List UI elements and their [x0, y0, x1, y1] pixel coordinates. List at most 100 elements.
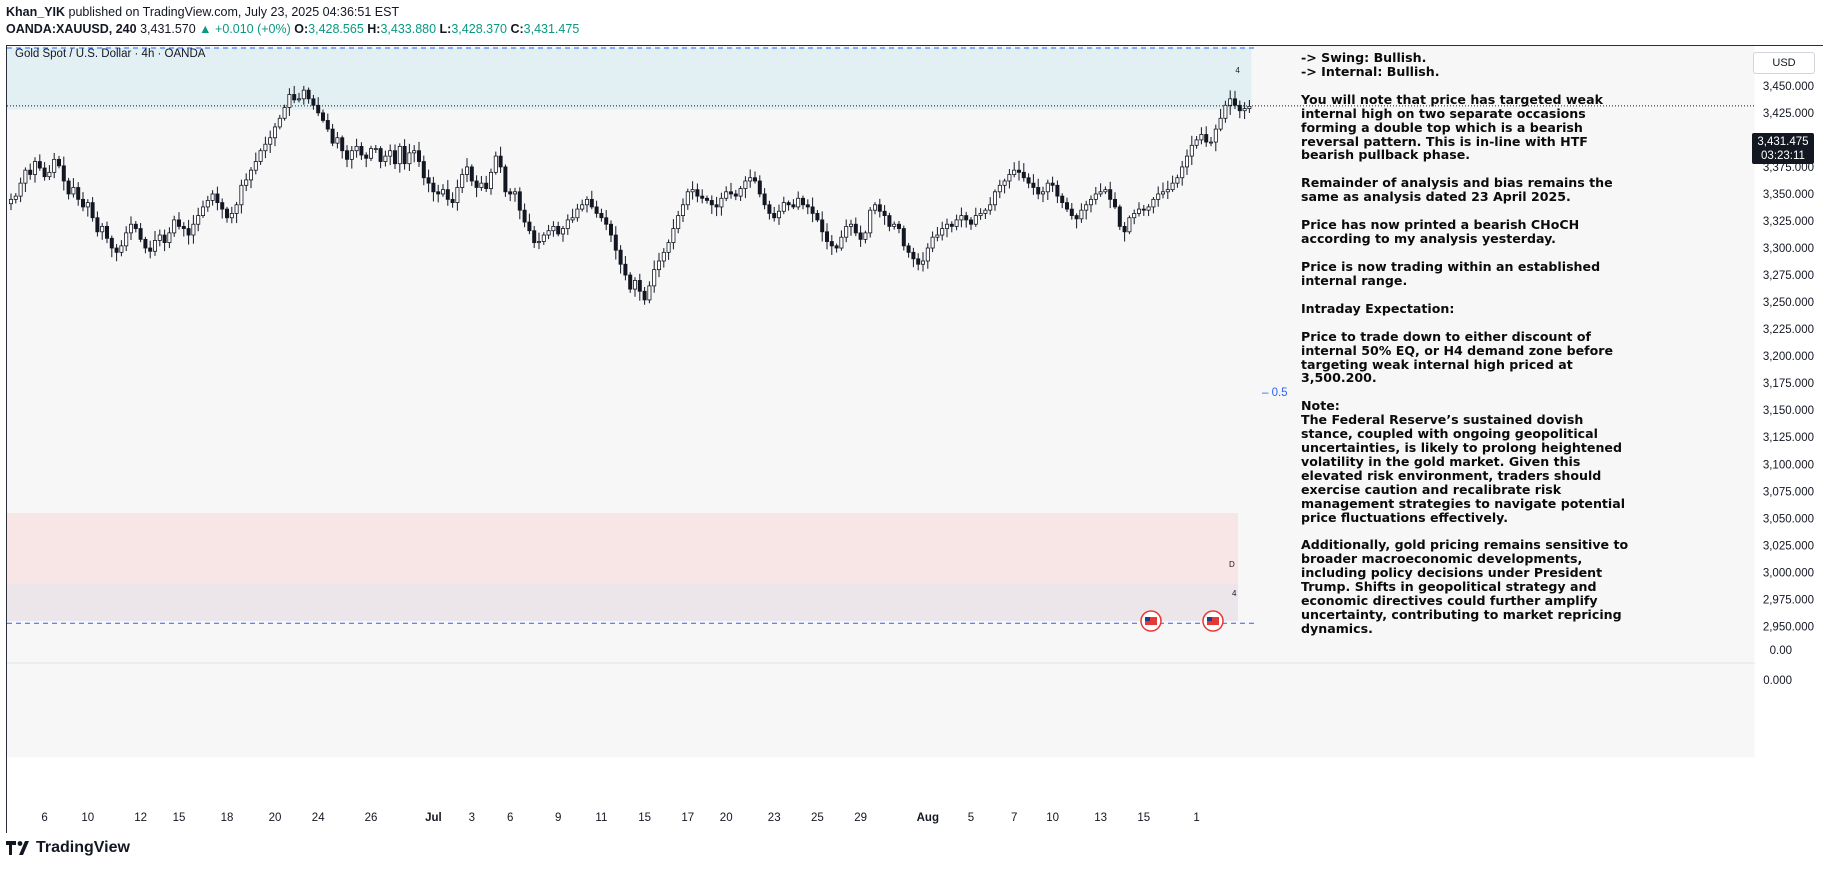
analysis-paragraph: Price is now trading within an establish… — [1301, 258, 1601, 288]
tradingview-logo[interactable]: TradingView — [6, 839, 130, 857]
currency-selector[interactable]: USD — [1753, 52, 1815, 74]
candle-body — [901, 228, 906, 247]
candle-body — [1055, 184, 1060, 197]
candle-body — [551, 225, 556, 232]
candle-body — [825, 231, 830, 242]
candle-body — [959, 215, 964, 221]
candle-body — [546, 230, 551, 236]
us-flag-stripes-icon — [1145, 617, 1157, 626]
candle-body — [637, 280, 642, 292]
candle-body — [292, 94, 297, 101]
candle-body — [119, 245, 124, 253]
candle-body — [200, 206, 205, 216]
candle-body — [1036, 187, 1041, 195]
candle-body — [287, 94, 292, 108]
candle-body — [705, 197, 710, 201]
candle-body — [76, 187, 81, 200]
candle-body — [1089, 198, 1094, 206]
candle-body — [1189, 144, 1194, 157]
candle-body — [882, 210, 887, 216]
candle-body — [709, 200, 714, 206]
candle-body — [873, 204, 878, 211]
candle-body — [143, 238, 148, 249]
candle-body — [325, 120, 330, 130]
candle-body — [1209, 141, 1214, 144]
candle-body — [829, 241, 834, 247]
candle-body — [527, 221, 532, 232]
x-tick-label: 17 — [681, 812, 694, 824]
chart-frame[interactable]: Gold Spot / U.S. Dollar · 4h · OANDA 4 D 4 3… — [6, 45, 1824, 834]
demand-zone-lower — [7, 583, 1238, 622]
y-tick-label: 3,300.000 — [1763, 243, 1814, 255]
x-tick-label: 6 — [507, 812, 513, 824]
price-chart[interactable]: Gold Spot / U.S. Dollar · 4h · OANDA 4 D 4 3… — [7, 46, 1824, 834]
candle-body — [124, 232, 129, 247]
candle-body — [1156, 193, 1161, 200]
candle-body — [105, 225, 110, 239]
candle-body — [570, 217, 575, 221]
candle-body — [186, 228, 191, 236]
demand-zone — [7, 512, 1238, 584]
candle-body — [921, 260, 926, 265]
candle-body — [997, 184, 1002, 193]
candle-body — [90, 202, 95, 219]
candle-body — [412, 150, 417, 154]
us-flag-canton-icon — [1207, 617, 1212, 622]
candle-body — [978, 213, 983, 216]
x-tick-label: 15 — [173, 812, 186, 824]
analysis-paragraph: Note: The Federal Reserve’s sustained do… — [1301, 398, 1626, 525]
candle-body — [268, 137, 273, 145]
candle-body — [129, 223, 134, 234]
candle-body — [911, 251, 916, 260]
candle-body — [930, 236, 935, 249]
candle-body — [839, 236, 844, 249]
candle-body — [757, 180, 762, 195]
candle-body — [421, 161, 426, 179]
time-axis-background — [7, 758, 1824, 834]
candle-body — [1223, 104, 1228, 119]
candle-body — [671, 228, 676, 244]
candle-body — [23, 169, 28, 184]
candle-body — [364, 154, 369, 159]
candle-body — [205, 200, 210, 208]
candle-body — [172, 219, 177, 234]
candle-body — [272, 126, 277, 139]
candle-body — [349, 150, 354, 160]
candle-body — [301, 89, 306, 100]
candle-body — [1175, 177, 1180, 184]
candle-body — [479, 182, 484, 188]
candle-body — [676, 215, 681, 229]
candle-body — [983, 209, 988, 214]
candle-body — [666, 242, 671, 253]
candle-body — [1065, 202, 1070, 210]
candle-body — [743, 180, 748, 189]
candle-body — [791, 204, 796, 208]
candle-body — [1002, 180, 1007, 186]
candle-body — [925, 247, 930, 262]
last-price-tag-value: 3,431.475 — [1757, 135, 1809, 148]
candle-body — [868, 209, 873, 234]
candle-body — [796, 197, 801, 208]
candle-body — [1084, 204, 1089, 211]
candle-body — [1218, 117, 1223, 130]
candle-body — [834, 245, 839, 249]
x-tick-label: 25 — [811, 812, 824, 824]
candle-body — [359, 145, 364, 156]
y-tick-label: 3,425.000 — [1763, 108, 1814, 120]
fib-level-label: – 0.5 — [1262, 387, 1288, 399]
candle-body — [973, 215, 978, 225]
candle-body — [450, 198, 455, 204]
candle-body — [844, 225, 849, 238]
candle-body — [863, 232, 868, 240]
candle-body — [1185, 155, 1190, 168]
open-value: 3,428.565 — [308, 22, 364, 36]
candle-body — [522, 209, 527, 223]
publish-date: published on TradingView.com, July 23, 2… — [68, 5, 400, 19]
y-tick-label: 2,975.000 — [1763, 594, 1814, 606]
candle-body — [498, 155, 503, 168]
candle-body — [815, 213, 820, 221]
author-name[interactable]: Khan_YIK — [6, 5, 66, 19]
candle-body — [196, 215, 201, 225]
candle-body — [1093, 193, 1098, 200]
candle-body — [181, 225, 186, 229]
